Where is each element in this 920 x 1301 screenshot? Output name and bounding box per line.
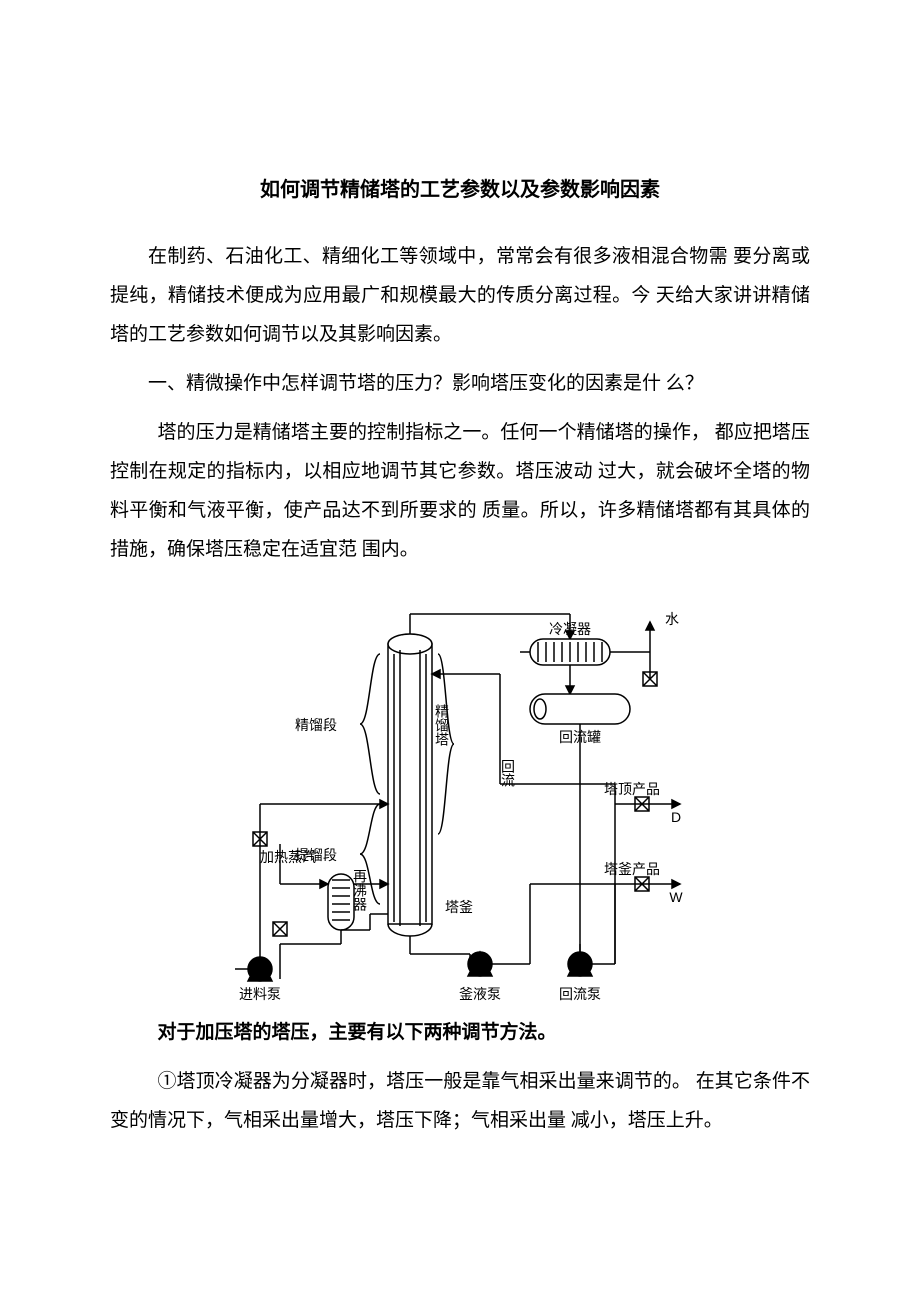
paragraph-method-1: ①塔顶冷凝器为分凝器时，塔压一般是靠气相采出量来调节的。 在其它条件不变的情况下… — [110, 1063, 810, 1141]
label-rectifying: 精馏段 — [295, 717, 337, 733]
feed-pump-icon — [248, 957, 272, 981]
label-reboiler: 再沸器 — [352, 869, 368, 911]
label-water: 水 — [665, 611, 679, 627]
label-topproduct: 塔顶产品 — [604, 781, 660, 797]
page-title: 如何调节精储塔的工艺参数以及参数影响因素 — [110, 173, 810, 202]
label-kettle: 塔釜 — [445, 899, 473, 915]
label-reflux: 回流 — [500, 759, 516, 788]
paragraph-intro: 在制药、石油化工、精细化工等领域中，常常会有很多液相混合物需 要分离或提纯，精储… — [110, 238, 810, 355]
label-w: W — [669, 889, 683, 905]
heading-section-1: 一、精微操作中怎样调节塔的压力？影响塔压变化的因素是什 么？ — [110, 365, 810, 404]
label-condenser: 冷凝器 — [549, 621, 591, 637]
label-bottomproduct: 塔釜产品 — [604, 861, 660, 877]
paragraph-pressure: 塔的压力是精储塔主要的控制指标之一。任何一个精储塔的操作， 都应把塔压控制在规定… — [110, 414, 810, 570]
document-page: 如何调节精储塔的工艺参数以及参数影响因素 在制药、石油化工、精细化工等领域中，常… — [0, 0, 920, 1301]
label-feedpump: 进料泵 — [239, 986, 281, 1002]
subheading-methods: 对于加压塔的塔压，主要有以下两种调节方法。 — [110, 1014, 810, 1053]
label-kettlepump: 釜液泵 — [459, 986, 501, 1002]
label-refluxpump: 回流泵 — [559, 986, 601, 1002]
label-column: 精馏塔 — [434, 704, 450, 746]
label-refluxtank: 回流罐 — [559, 729, 601, 745]
kettle-pump-icon — [468, 952, 492, 976]
label-d: D — [671, 809, 681, 825]
diagram-container: 精馏塔 精馏段 提馏段 塔釜 再沸器 加热蒸汽 进料泵 釜液泵 回流泵 冷凝器 … — [110, 584, 810, 1004]
distillation-diagram: 精馏塔 精馏段 提馏段 塔釜 再沸器 加热蒸汽 进料泵 釜液泵 回流泵 冷凝器 … — [220, 584, 700, 1004]
reflux-pump-icon — [568, 944, 592, 976]
label-steam: 加热蒸汽 — [260, 849, 316, 865]
